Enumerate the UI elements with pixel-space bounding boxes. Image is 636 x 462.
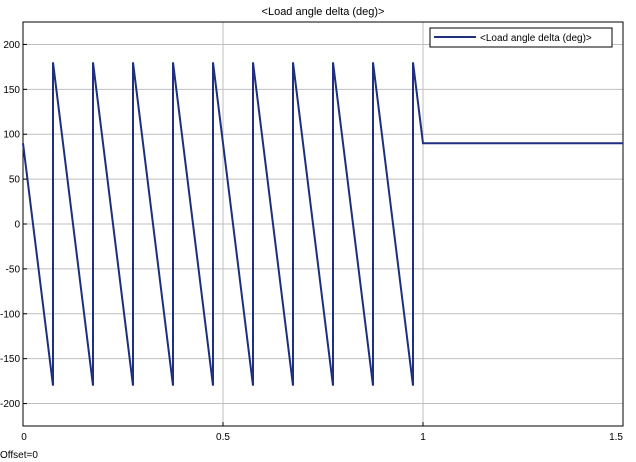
offset-label: Offset=0	[0, 450, 38, 461]
x-tick-label: 1.5	[609, 432, 623, 443]
legend-label: <Load angle delta (deg)>	[480, 33, 592, 44]
series-line	[22, 62, 623, 386]
grid	[23, 22, 623, 426]
y-tick-label: -100	[0, 309, 20, 320]
legend-box	[429, 27, 613, 48]
chart-title: <Load angle delta (deg)>	[262, 6, 385, 18]
x-axis-ticks: 0 0.5 1 1.5	[21, 422, 624, 443]
x-tick-label: 0.5	[216, 432, 230, 443]
y-tick-label: 50	[9, 175, 21, 186]
y-tick-label: 100	[3, 130, 20, 141]
y-tick-label: 0	[14, 220, 20, 231]
y-tick-label: -200	[0, 399, 20, 410]
legend[interactable]: <Load angle delta (deg)>	[429, 27, 613, 48]
y-axis-ticks: 200 150 100 50 0 -50 -100 -150 -200	[0, 40, 27, 410]
series-layer	[22, 62, 623, 386]
y-tick-label: -150	[0, 354, 20, 365]
y-tick-label: 150	[3, 85, 20, 96]
x-tick-label: 1	[420, 432, 426, 443]
x-tick-label: 0	[21, 432, 27, 443]
y-tick-label: 200	[3, 40, 20, 51]
y-tick-label: -50	[6, 264, 21, 275]
